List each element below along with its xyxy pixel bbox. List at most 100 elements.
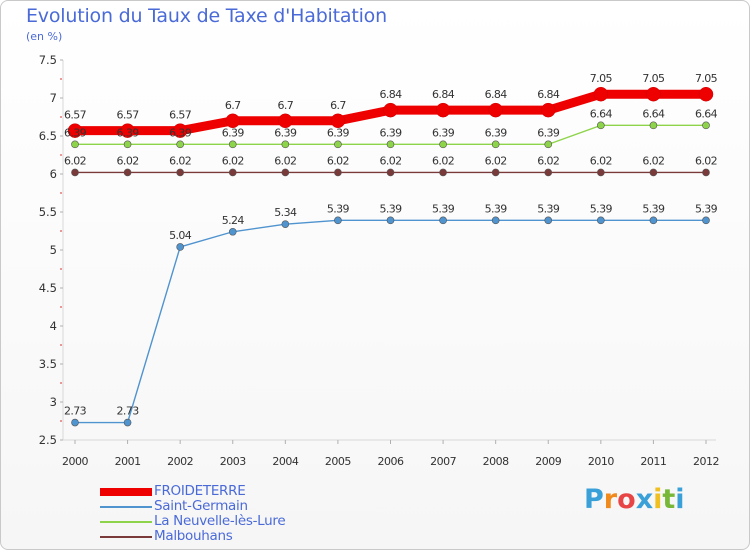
data-point <box>228 227 237 236</box>
data-label: 6.7 <box>225 99 241 112</box>
data-point <box>597 168 605 177</box>
data-label: 6.39 <box>327 126 350 139</box>
logo-letter: P <box>584 484 604 515</box>
data-label: 6.39 <box>432 126 455 139</box>
data-label: 6.84 <box>379 88 402 101</box>
data-point <box>334 140 342 149</box>
data-label: 5.39 <box>537 202 560 215</box>
x-tick-label: 2000 <box>62 455 88 468</box>
data-label: 6.02 <box>274 154 296 167</box>
data-label: 6.84 <box>485 88 508 101</box>
data-label: 6.02 <box>432 154 454 167</box>
data-label: 6.02 <box>642 154 664 167</box>
data-point <box>123 418 132 427</box>
data-point <box>439 168 447 177</box>
data-point <box>597 121 605 130</box>
x-tick-label: 2005 <box>325 455 351 468</box>
x-tick-label: 2001 <box>115 455 141 468</box>
x-tick-label: 2008 <box>483 455 509 468</box>
data-label: 7.05 <box>642 72 665 85</box>
data-point <box>334 168 342 177</box>
data-label: 6.64 <box>642 107 665 120</box>
data-point <box>281 140 290 149</box>
data-point <box>71 418 79 427</box>
data-label: 6.02 <box>169 154 191 167</box>
data-point <box>172 123 188 138</box>
legend-swatch <box>100 521 152 523</box>
data-label: 6.02 <box>64 154 86 167</box>
data-label: 6.02 <box>117 154 139 167</box>
data-point <box>334 216 342 225</box>
data-point <box>383 102 398 118</box>
data-point <box>225 113 240 129</box>
data-label: 5.04 <box>169 229 192 242</box>
y-tick-label: 4 <box>50 319 57 333</box>
data-point <box>702 168 710 177</box>
data-label: 5.39 <box>379 202 402 215</box>
data-point <box>649 121 658 130</box>
legend-swatch <box>100 506 152 508</box>
x-tick-label: 2007 <box>430 455 456 468</box>
data-label: 5.39 <box>590 202 613 215</box>
x-tick-label: 2004 <box>272 455 298 468</box>
data-label: 6.39 <box>485 126 508 139</box>
data-point <box>544 216 553 225</box>
y-tick-label: 6.5 <box>39 129 57 143</box>
data-point <box>120 123 135 138</box>
logo-letter: i <box>675 484 685 515</box>
data-label: 6.02 <box>590 154 612 167</box>
y-tick-label: 5.5 <box>39 205 57 219</box>
data-point <box>386 140 395 149</box>
legend-swatch <box>100 488 152 496</box>
data-point <box>386 168 395 177</box>
x-tick-label: 2006 <box>378 455 404 468</box>
logo-letter: t <box>662 484 676 515</box>
x-tick-label: 2011 <box>640 455 666 468</box>
data-point <box>702 216 710 225</box>
data-point <box>491 216 500 225</box>
legend-label: Malbouhans <box>154 528 233 544</box>
data-label: 6.02 <box>485 154 507 167</box>
data-point <box>228 140 237 149</box>
y-tick-label: 6 <box>50 167 57 181</box>
data-point <box>698 86 714 102</box>
data-point <box>439 140 447 149</box>
data-point <box>435 102 451 118</box>
data-point <box>649 216 658 225</box>
data-label: 5.39 <box>432 202 455 215</box>
data-point <box>491 168 500 177</box>
data-point <box>123 140 132 149</box>
x-tick-label: 2012 <box>693 455 719 468</box>
data-label: 6.7 <box>330 99 346 112</box>
y-tick-label: 5 <box>50 243 57 257</box>
chart-subtitle: (en %) <box>26 30 63 43</box>
data-point <box>281 220 290 228</box>
y-tick-label: 7.5 <box>39 53 57 67</box>
data-label: 6.84 <box>432 88 455 101</box>
y-tick-label: 3 <box>50 395 57 409</box>
data-label: 6.39 <box>222 126 245 139</box>
data-label: 2.73 <box>64 405 87 418</box>
data-label: 6.02 <box>327 154 349 167</box>
data-point <box>541 102 556 118</box>
data-point <box>702 121 710 130</box>
data-label: 5.39 <box>695 202 718 215</box>
data-point <box>71 140 79 149</box>
x-tick-label: 2010 <box>588 455 614 468</box>
data-point <box>597 216 605 225</box>
data-label: 6.57 <box>117 109 140 122</box>
data-point <box>491 140 500 149</box>
data-label: 6.84 <box>537 88 560 101</box>
data-label: 7.05 <box>695 72 718 85</box>
data-label: 5.39 <box>642 202 665 215</box>
data-point <box>649 168 658 177</box>
legend-label: FROIDETERRE <box>154 483 246 499</box>
proxiti-logo: Proxiti <box>584 484 685 515</box>
data-label: 5.39 <box>485 202 508 215</box>
data-label: 6.02 <box>222 154 244 167</box>
logo-letter: i <box>653 484 663 515</box>
legend-label: Saint-Germain <box>154 498 248 514</box>
data-point <box>330 113 346 129</box>
data-point <box>123 168 132 177</box>
